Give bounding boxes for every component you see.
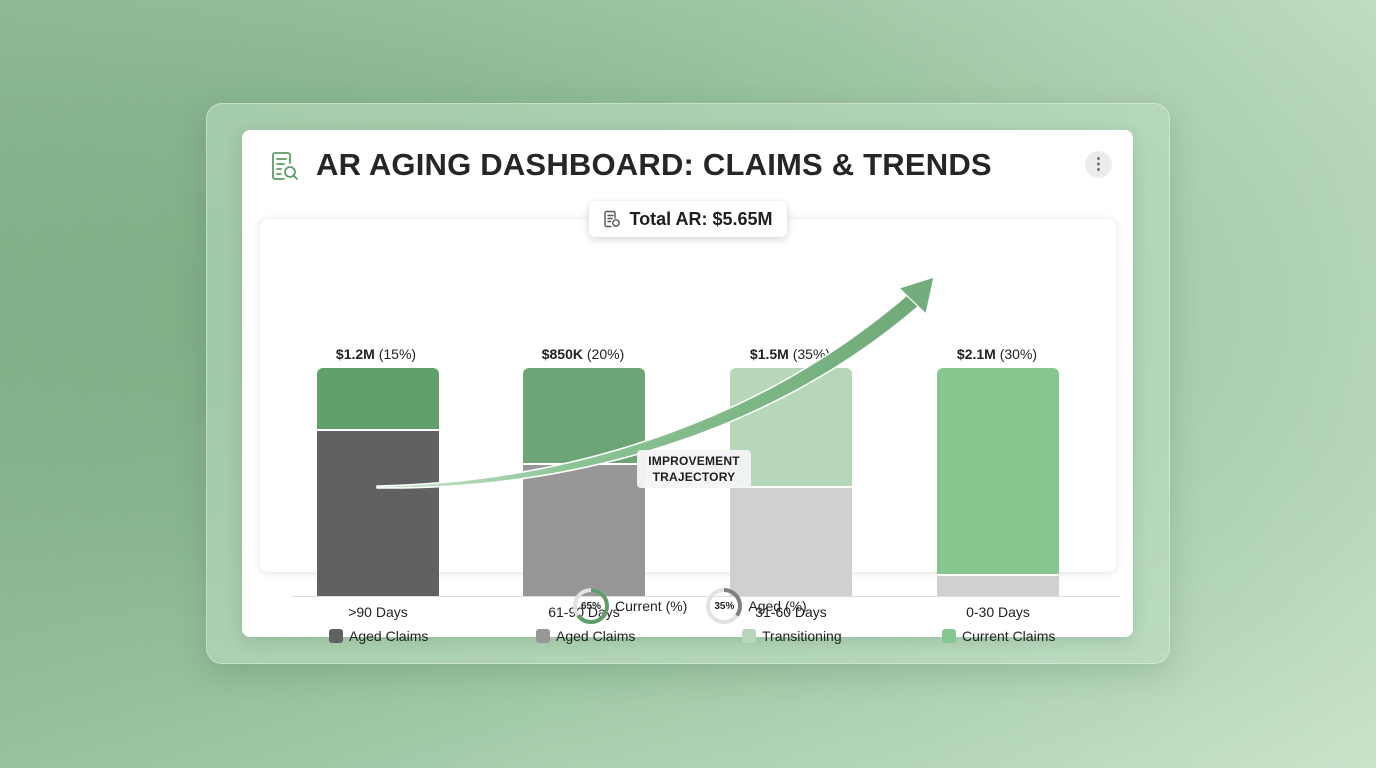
legend-aged-claims-medium[interactable]: Aged Claims	[536, 628, 635, 644]
legend-label: Aged Claims	[556, 628, 636, 644]
bar-0-30-days[interactable]	[937, 368, 1059, 596]
legend-current-claims[interactable]: Current Claims	[942, 628, 1055, 644]
bar-value-label: $2.1M (30%)	[956, 346, 1038, 362]
x-axis-label: >90 Days	[348, 604, 408, 620]
x-axis-label: 0-30 Days	[966, 604, 1030, 620]
more-vertical-icon: ⋮	[1090, 155, 1107, 173]
bar-segment-aged	[523, 463, 645, 596]
gauge-label: Current (%)	[615, 598, 688, 614]
bar-value-label: $850K (20%)	[541, 346, 625, 362]
bar-61-90-days[interactable]	[523, 368, 645, 596]
x-axis-line	[292, 596, 1120, 597]
document-search-icon	[272, 152, 298, 180]
dashboard-card: AR AGING DASHBOARD: CLAIMS & TRENDS ⋮ To…	[242, 130, 1133, 644]
bar-segment-current	[937, 368, 1059, 574]
bar-segment-green	[523, 368, 645, 463]
annotation-line: TRAJECTORY	[652, 470, 736, 484]
legend-swatch	[742, 629, 756, 643]
legend-label: Aged Claims	[349, 628, 429, 644]
gauge-value: 65%	[580, 600, 601, 612]
legend-aged-claims-dark[interactable]: Aged Claims	[329, 628, 428, 644]
summary-gauges: 65% Current (%) 35% Aged (%)	[572, 587, 815, 625]
bar-over-90-days[interactable]	[317, 368, 439, 596]
legend-transitioning[interactable]: Transitioning	[742, 628, 842, 644]
gauge-aged: 35% Aged (%)	[705, 587, 807, 625]
more-options-button[interactable]: ⋮	[1085, 151, 1112, 178]
page-title: AR AGING DASHBOARD: CLAIMS & TRENDS	[316, 147, 992, 182]
legend-label: Current Claims	[962, 628, 1056, 644]
bar-segment-green	[317, 368, 439, 429]
total-ar-badge: Total AR: $5.65M	[589, 201, 787, 237]
bar-segment-gray	[730, 486, 852, 596]
bar-segment-gray	[937, 574, 1059, 596]
document-check-icon	[604, 210, 621, 228]
legend-swatch	[942, 629, 956, 643]
legend-label: Transitioning	[762, 628, 842, 644]
x-axis-label: 31-60 Days	[755, 604, 827, 620]
improvement-trajectory-annotation: IMPROVEMENT TRAJECTORY	[637, 450, 751, 488]
legend-swatch	[536, 629, 550, 643]
bar-value-label: $1.2M (15%)	[335, 346, 417, 362]
annotation-line: IMPROVEMENT	[648, 454, 740, 468]
total-ar-value: Total AR: $5.65M	[629, 208, 773, 229]
gauge-value: 35%	[714, 600, 735, 612]
legend-swatch	[329, 629, 343, 643]
bar-segment-aged	[317, 429, 439, 596]
donut-chart-current: 65%	[572, 587, 610, 625]
donut-chart-aged: 35%	[705, 587, 743, 625]
gauge-label: Aged (%)	[748, 598, 807, 614]
chart-panel: $1.2M (15%) $850K (20%) $1.5M (35%) $2.1…	[260, 219, 1120, 644]
bar-value-label: $1.5M (35%)	[749, 346, 831, 362]
gauge-current: 65% Current (%)	[572, 587, 687, 625]
